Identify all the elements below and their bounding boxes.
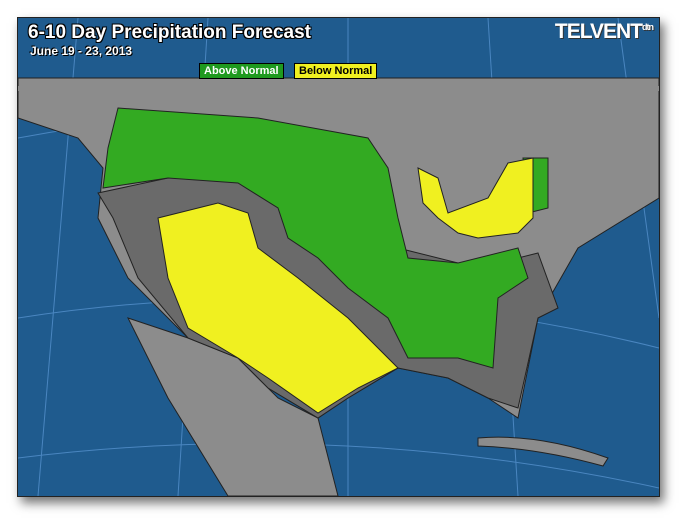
region-below-normal-ne — [417, 157, 534, 239]
region-above-normal — [102, 107, 529, 369]
logo-text: TELVENT — [554, 20, 643, 43]
land-cuba — [477, 436, 609, 467]
telvent-logo: TELVENTdtn — [554, 20, 654, 44]
forecast-map: 6-10 Day Precipitation Forecast June 19 … — [17, 17, 660, 497]
map-canvas — [18, 18, 659, 496]
legend-below-normal: Below Normal — [294, 63, 378, 79]
map-title: 6-10 Day Precipitation Forecast — [28, 22, 311, 43]
date-range: June 19 - 23, 2013 — [30, 44, 133, 58]
legend-above-normal: Above Normal — [199, 63, 284, 79]
region-below-normal-west — [157, 202, 399, 414]
logo-sub: dtn — [642, 22, 654, 32]
header-divider — [18, 86, 659, 91]
